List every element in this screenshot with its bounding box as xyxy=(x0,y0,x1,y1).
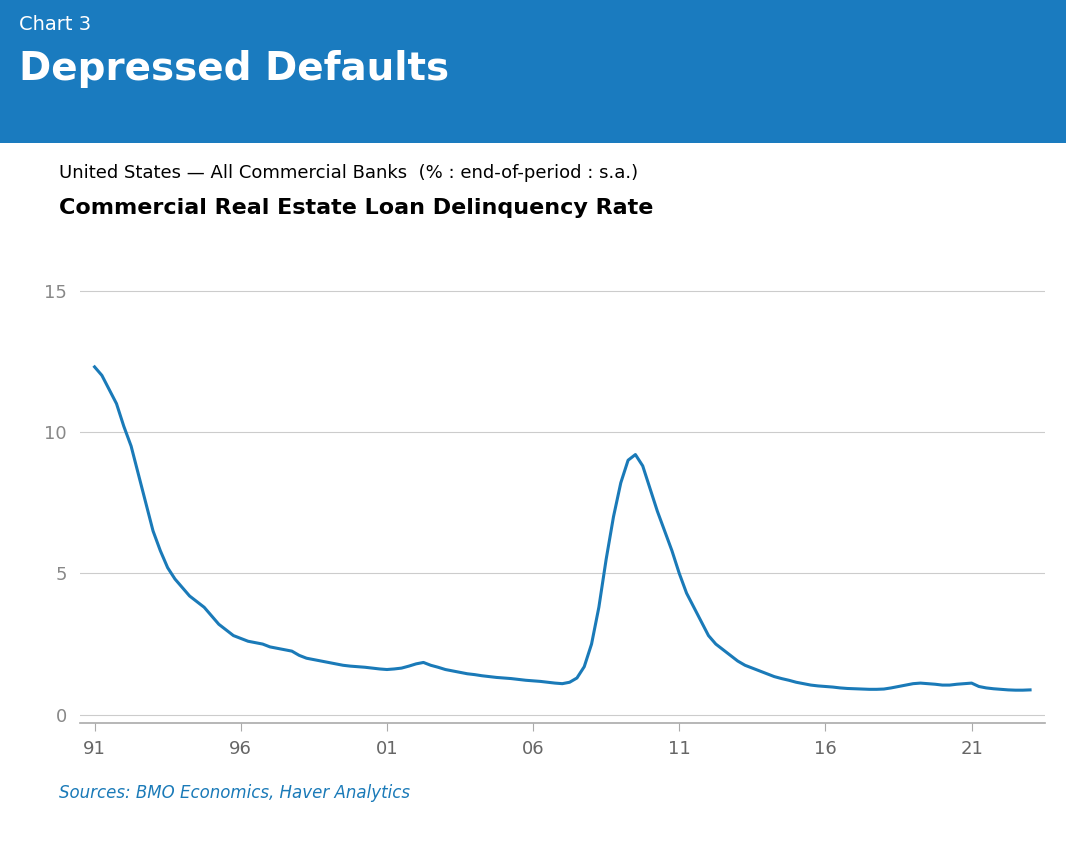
Text: Sources: BMO Economics, Haver Analytics: Sources: BMO Economics, Haver Analytics xyxy=(59,784,409,801)
Text: Commercial Real Estate Loan Delinquency Rate: Commercial Real Estate Loan Delinquency … xyxy=(59,198,653,218)
Text: Depressed Defaults: Depressed Defaults xyxy=(19,50,449,87)
Text: United States — All Commercial Banks  (% : end-of-period : s.a.): United States — All Commercial Banks (% … xyxy=(59,164,637,182)
Text: Chart 3: Chart 3 xyxy=(19,15,92,34)
